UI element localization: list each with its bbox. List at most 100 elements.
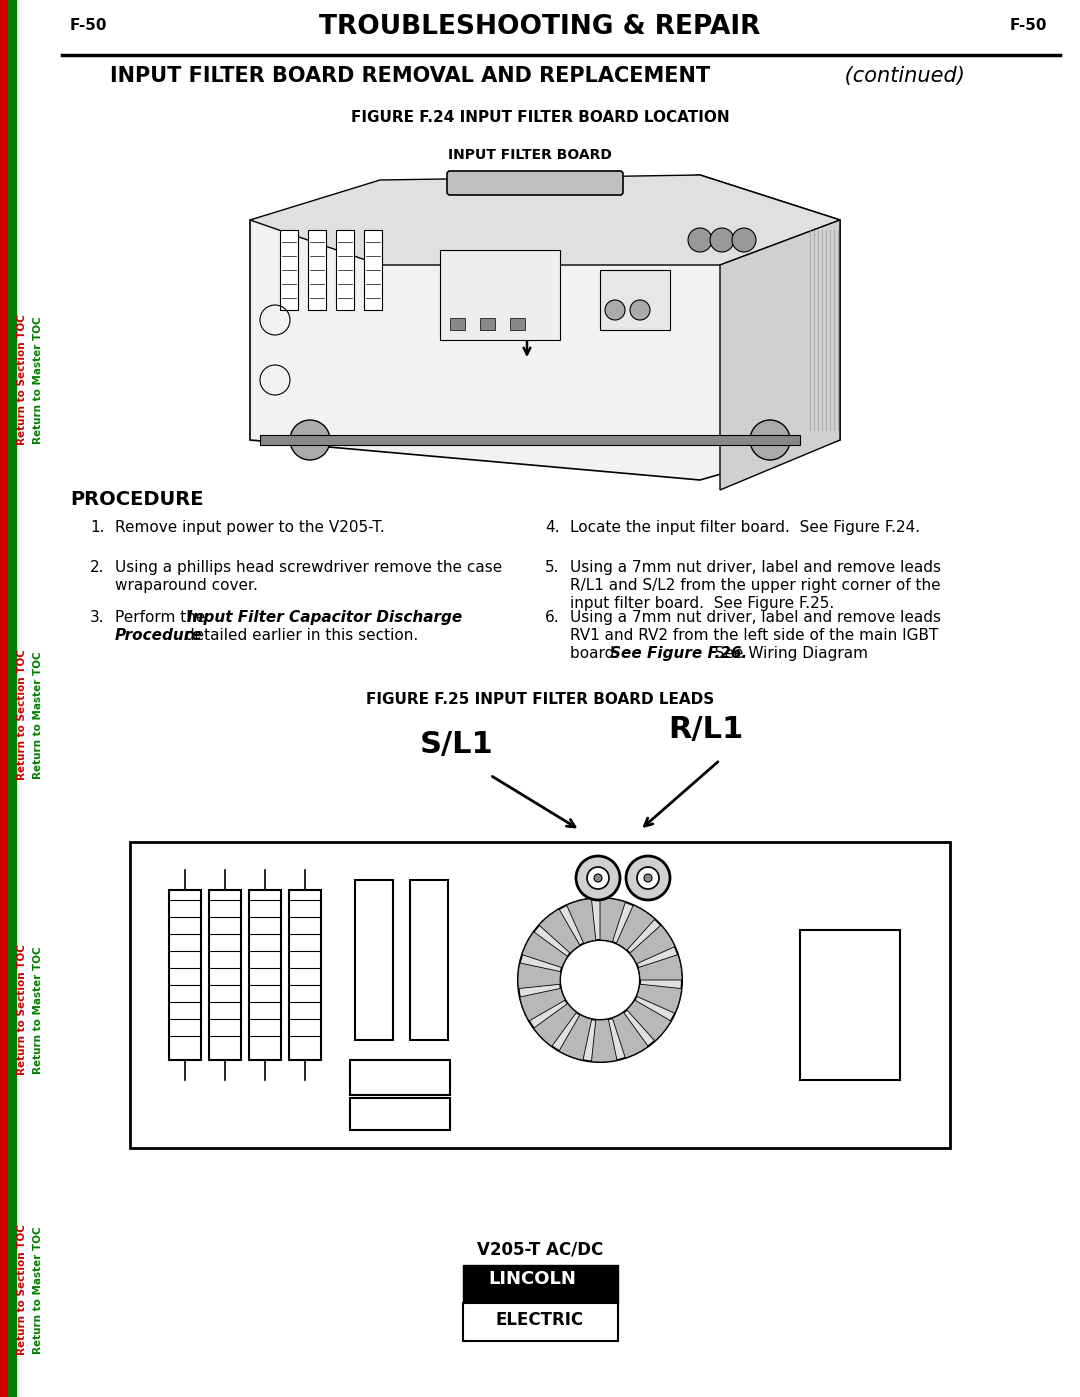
Circle shape <box>594 875 602 882</box>
Text: Return to Section TOC: Return to Section TOC <box>17 944 27 1076</box>
Text: Return to Section TOC: Return to Section TOC <box>17 1225 27 1355</box>
Text: Return to Master TOC: Return to Master TOC <box>33 946 43 1074</box>
Wedge shape <box>612 1013 648 1058</box>
Bar <box>600 270 670 330</box>
Wedge shape <box>567 898 596 943</box>
Circle shape <box>518 898 681 1062</box>
Wedge shape <box>534 1003 577 1046</box>
Bar <box>350 1098 450 1130</box>
Bar <box>336 231 354 310</box>
Circle shape <box>626 856 670 900</box>
Text: FIGURE F.25 INPUT FILTER BOARD LEADS: FIGURE F.25 INPUT FILTER BOARD LEADS <box>366 692 714 707</box>
Bar <box>462 1303 618 1341</box>
Circle shape <box>688 228 712 251</box>
Text: F-50: F-50 <box>70 18 108 34</box>
Text: F-50: F-50 <box>1010 18 1048 34</box>
Bar <box>260 434 800 446</box>
Text: Return to Master TOC: Return to Master TOC <box>33 316 43 444</box>
Wedge shape <box>518 963 561 989</box>
Bar <box>462 1266 618 1303</box>
Text: Perform the: Perform the <box>114 610 211 624</box>
Bar <box>289 890 321 1060</box>
Bar <box>800 930 900 1080</box>
Text: RV1 and RV2 from the left side of the main IGBT: RV1 and RV2 from the left side of the ma… <box>570 629 939 643</box>
Text: Using a phillips head screwdriver remove the case: Using a phillips head screwdriver remove… <box>114 560 502 576</box>
Circle shape <box>637 868 659 888</box>
Text: INPUT FILTER BOARD REMOVAL AND REPLACEMENT: INPUT FILTER BOARD REMOVAL AND REPLACEME… <box>110 66 711 87</box>
Circle shape <box>644 875 652 882</box>
Bar <box>8 0 16 1397</box>
Wedge shape <box>617 905 654 950</box>
Text: Return to Section TOC: Return to Section TOC <box>17 314 27 446</box>
Bar <box>350 1060 450 1095</box>
Text: R/L1: R/L1 <box>669 715 743 745</box>
Circle shape <box>732 228 756 251</box>
Bar <box>355 880 393 1039</box>
Text: FIGURE F.24 INPUT FILTER BOARD LOCATION: FIGURE F.24 INPUT FILTER BOARD LOCATION <box>351 110 729 124</box>
Circle shape <box>710 228 734 251</box>
Circle shape <box>630 300 650 320</box>
Wedge shape <box>559 1014 592 1060</box>
Text: 1.: 1. <box>90 520 105 535</box>
Text: V205-T AC/DC: V205-T AC/DC <box>477 1241 603 1259</box>
Text: See Wiring Diagram: See Wiring Diagram <box>705 645 868 661</box>
Circle shape <box>750 420 789 460</box>
Wedge shape <box>630 925 675 964</box>
Circle shape <box>291 420 330 460</box>
Bar <box>364 231 382 310</box>
Bar <box>410 880 448 1039</box>
Text: Locate the input filter board.  See Figure F.24.: Locate the input filter board. See Figur… <box>570 520 920 535</box>
Text: 4.: 4. <box>545 520 559 535</box>
Bar <box>249 890 281 1060</box>
Text: board.: board. <box>570 645 629 661</box>
Polygon shape <box>249 175 840 481</box>
Text: 2.: 2. <box>90 560 105 576</box>
Text: ®: ® <box>605 1271 616 1281</box>
Text: Return to Section TOC: Return to Section TOC <box>17 650 27 781</box>
Wedge shape <box>539 909 580 953</box>
Bar <box>130 842 950 1148</box>
Bar <box>168 890 201 1060</box>
Bar <box>280 231 298 310</box>
Bar <box>480 319 495 330</box>
Text: ELECTRIC: ELECTRIC <box>496 1310 584 1329</box>
Wedge shape <box>638 954 681 981</box>
Text: LINCOLN: LINCOLN <box>488 1270 576 1288</box>
Text: Input Filter Capacitor Discharge: Input Filter Capacitor Discharge <box>187 610 462 624</box>
Circle shape <box>561 940 640 1020</box>
Text: See Figure F.26.: See Figure F.26. <box>610 645 747 661</box>
Text: 5.: 5. <box>545 560 559 576</box>
Text: 3.: 3. <box>90 610 105 624</box>
Bar <box>0 0 8 1397</box>
Bar <box>510 319 525 330</box>
Bar <box>450 319 465 330</box>
Wedge shape <box>626 1000 671 1041</box>
Text: Return to Master TOC: Return to Master TOC <box>33 651 43 778</box>
Text: wraparound cover.: wraparound cover. <box>114 578 258 592</box>
Circle shape <box>605 300 625 320</box>
Text: R/L1 and S/L2 from the upper right corner of the: R/L1 and S/L2 from the upper right corne… <box>570 578 941 592</box>
Text: 6.: 6. <box>545 610 559 624</box>
Wedge shape <box>636 983 681 1013</box>
Polygon shape <box>720 219 840 490</box>
FancyBboxPatch shape <box>447 170 623 196</box>
Bar <box>440 250 561 339</box>
Text: detailed earlier in this section.: detailed earlier in this section. <box>180 629 418 643</box>
Text: Procedure: Procedure <box>114 629 203 643</box>
Wedge shape <box>592 1020 617 1062</box>
Text: Remove input power to the V205-T.: Remove input power to the V205-T. <box>114 520 384 535</box>
Text: Return to Master TOC: Return to Master TOC <box>33 1227 43 1354</box>
Text: TROUBLESHOOTING & REPAIR: TROUBLESHOOTING & REPAIR <box>320 14 760 41</box>
Polygon shape <box>249 175 840 265</box>
Text: (continued): (continued) <box>838 66 964 87</box>
Text: input filter board.  See Figure F.25.: input filter board. See Figure F.25. <box>570 597 834 610</box>
Bar <box>210 890 241 1060</box>
Wedge shape <box>519 988 565 1021</box>
Bar <box>308 231 326 310</box>
Text: S/L1: S/L1 <box>420 731 494 759</box>
Wedge shape <box>522 932 568 968</box>
Wedge shape <box>600 898 625 942</box>
Circle shape <box>576 856 620 900</box>
Text: PROCEDURE: PROCEDURE <box>70 490 203 509</box>
Text: Using a 7mm nut driver, label and remove leads: Using a 7mm nut driver, label and remove… <box>570 560 941 576</box>
